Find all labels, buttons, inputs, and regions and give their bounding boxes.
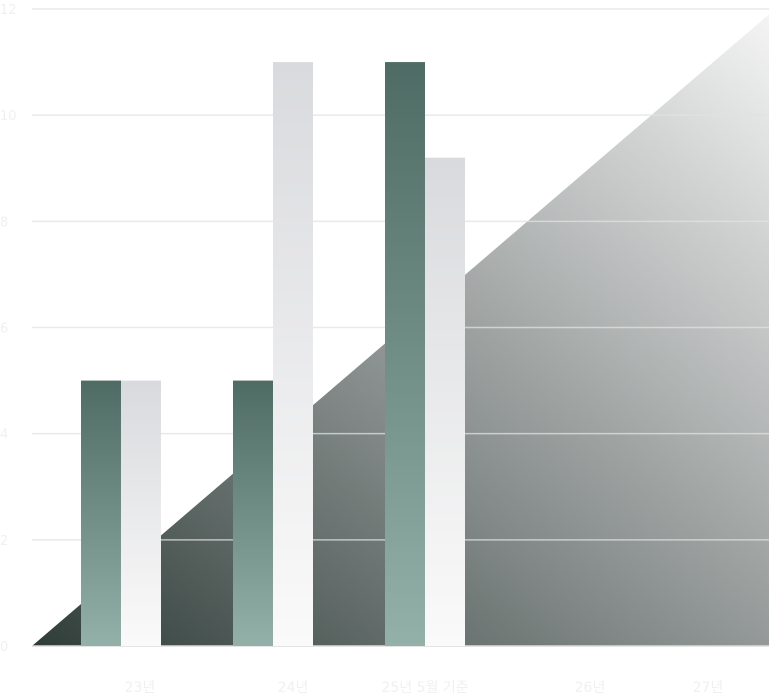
bar-light-1 [273, 62, 313, 647]
bar-green-1 [233, 380, 273, 646]
y-tick-label: 2 [0, 534, 8, 549]
y-tick-label: 12 [0, 3, 17, 18]
x-tick-label: 23년 [125, 680, 156, 696]
bar-light-0 [121, 380, 161, 646]
y-tick-label: 8 [0, 215, 8, 230]
x-tick-label: 26년 [575, 680, 606, 696]
background-area [32, 14, 769, 646]
y-tick-label: 6 [0, 322, 8, 337]
y-tick-label: 10 [0, 109, 17, 124]
x-tick-label: 27년 [693, 680, 724, 696]
bar-light-2 [425, 157, 465, 646]
x-tick-label: 25년 5월 기준 [381, 680, 468, 696]
bar-green-0 [81, 380, 121, 646]
y-tick-label: 4 [0, 428, 8, 443]
bar-green-2 [385, 62, 425, 647]
y-tick-label: 0 [0, 640, 8, 655]
x-tick-label: 24년 [278, 680, 309, 696]
